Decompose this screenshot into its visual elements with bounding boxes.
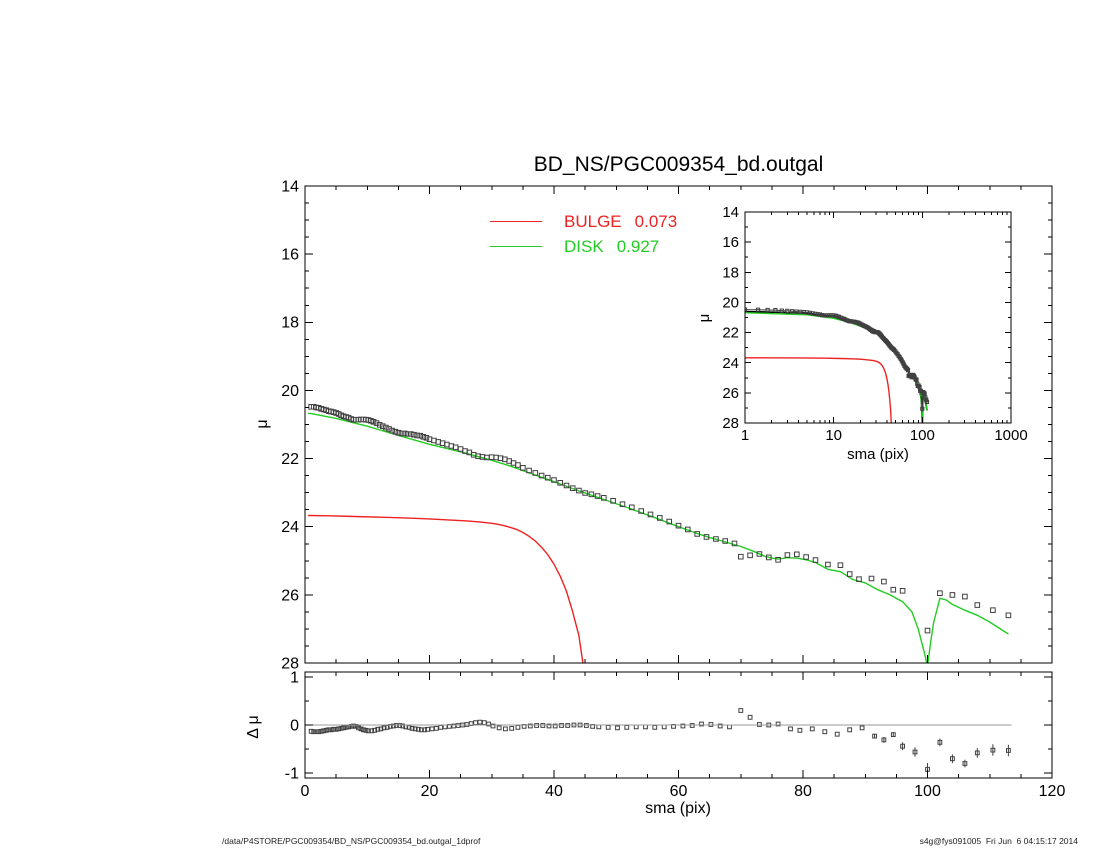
inset-x-axis-label: sma (pix) (847, 446, 909, 463)
svg-text:1: 1 (290, 669, 299, 686)
inset-axes (744, 211, 1012, 424)
main-y-axis-label: μ (254, 419, 271, 428)
svg-text:1: 1 (741, 427, 749, 444)
svg-text:20: 20 (421, 783, 439, 800)
main-tick-labels: 14 16 18 20 22 24 26 28 (281, 178, 299, 672)
svg-text:26: 26 (722, 385, 739, 402)
main-data-markers (308, 404, 1012, 634)
resid-tick-labels: 10-10 20 40 60 80 100 120 (285, 669, 1066, 800)
legend-disk: DISK 0.927 (490, 234, 677, 259)
svg-text:16: 16 (281, 247, 299, 264)
svg-text:10: 10 (825, 427, 842, 444)
svg-text:60: 60 (670, 783, 688, 800)
svg-text:0: 0 (290, 717, 299, 734)
resid-residuals-markers (308, 708, 1011, 772)
svg-text:18: 18 (722, 264, 739, 281)
main-axes (304, 185, 1053, 664)
svg-text:14: 14 (281, 178, 299, 195)
svg-text:22: 22 (722, 325, 739, 342)
svg-text:100: 100 (914, 783, 941, 800)
svg-text:14: 14 (722, 204, 739, 221)
legend-bulge-text: BULGE 0.073 (564, 212, 677, 232)
svg-text:120: 120 (1039, 783, 1066, 800)
inset-data-markers (745, 307, 930, 411)
svg-text:16: 16 (722, 234, 739, 251)
legend-bulge-value: 0.073 (634, 211, 678, 231)
legend-disk-value: 0.927 (616, 236, 660, 256)
legend-disk-text: DISK 0.927 (564, 237, 659, 257)
main-bulge-line (308, 514, 584, 663)
svg-text:20: 20 (722, 295, 739, 312)
svg-text:26: 26 (281, 587, 299, 604)
main-series (308, 404, 1012, 663)
svg-text:18: 18 (281, 315, 299, 332)
legend-bulge-label: BULGE (564, 211, 622, 231)
inset-disk-line (745, 311, 928, 423)
resid-x-axis-label: sma (pix) (645, 800, 711, 817)
svg-text:40: 40 (545, 783, 563, 800)
footer-user-timestamp: s4g@fys091005 Fri Jun 6 04:15:17 2014 (919, 836, 1078, 846)
svg-text:20: 20 (281, 383, 299, 400)
svg-text:28: 28 (722, 415, 739, 432)
inset-series (745, 307, 930, 423)
main-panel: 14 16 18 20 22 24 26 28 μ (254, 178, 1053, 672)
svg-text:24: 24 (281, 519, 299, 536)
resid-axes (304, 671, 1053, 779)
resid-series (308, 708, 1011, 776)
svg-text:80: 80 (794, 783, 812, 800)
inset-total-line (745, 310, 928, 423)
footer-file-path: /data/P4STORE/PGC009354/BD_NS/PGC009354_… (222, 836, 481, 846)
svg-text:100: 100 (910, 427, 935, 444)
legend-disk-label: DISK (564, 236, 604, 256)
disk-line-sample (490, 246, 542, 247)
svg-text:22: 22 (281, 451, 299, 468)
svg-text:-1: -1 (285, 766, 299, 783)
svg-text:28: 28 (281, 655, 299, 672)
main-disk-line (308, 412, 1009, 663)
svg-text:24: 24 (722, 355, 739, 372)
inset-y-axis-label: μ (696, 314, 713, 323)
legend: BULGE 0.073 DISK 0.927 (490, 209, 677, 259)
bulge-line-sample (490, 221, 542, 222)
page-title: BD_NS/PGC009354_bd.outgal (533, 153, 824, 176)
legend-bulge: BULGE 0.073 (490, 209, 677, 234)
resid-residuals-errorbars (874, 732, 1009, 776)
svg-text:0: 0 (301, 783, 310, 800)
inset-bulge-line (745, 357, 892, 423)
inset-tick-labels: 14 16 18 20 22 24 26 281 10 100 1000 (722, 204, 1027, 444)
resid-y-axis-label: Δ μ (245, 715, 262, 738)
svg-text:1000: 1000 (994, 427, 1027, 444)
inset-panel: 14 16 18 20 22 24 26 281 10 100 1000 μ sma (pix) (696, 204, 1028, 463)
